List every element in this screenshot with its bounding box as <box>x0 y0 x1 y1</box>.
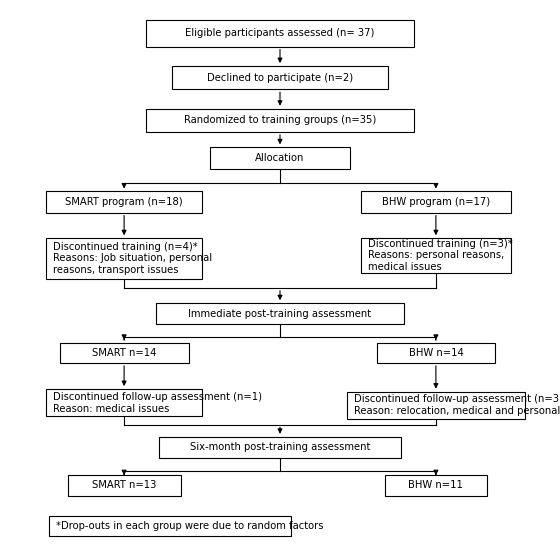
Text: Discontinued training (n=4)*
Reasons: Job situation, personal
reasons, transport: Discontinued training (n=4)* Reasons: Jo… <box>53 242 212 275</box>
Text: BHW n=11: BHW n=11 <box>408 481 463 491</box>
Text: SMART n=13: SMART n=13 <box>92 481 156 491</box>
Text: SMART n=14: SMART n=14 <box>92 348 156 358</box>
Text: Randomized to training groups (n=35): Randomized to training groups (n=35) <box>184 115 376 125</box>
Text: Immediate post-training assessment: Immediate post-training assessment <box>188 309 372 319</box>
FancyBboxPatch shape <box>347 391 525 419</box>
FancyBboxPatch shape <box>146 21 414 47</box>
FancyBboxPatch shape <box>210 147 350 169</box>
FancyBboxPatch shape <box>361 191 511 213</box>
FancyBboxPatch shape <box>172 66 388 89</box>
FancyBboxPatch shape <box>146 109 414 132</box>
FancyBboxPatch shape <box>49 517 291 536</box>
Text: Allocation: Allocation <box>255 153 305 163</box>
Text: Discontinued training (n=3)*
Reasons: personal reasons,
medical issues: Discontinued training (n=3)* Reasons: pe… <box>367 239 512 272</box>
FancyBboxPatch shape <box>385 475 487 496</box>
Text: Declined to participate (n=2): Declined to participate (n=2) <box>207 73 353 83</box>
Text: BHW n=14: BHW n=14 <box>409 348 463 358</box>
FancyBboxPatch shape <box>159 437 401 458</box>
Text: Eligible participants assessed (n= 37): Eligible participants assessed (n= 37) <box>185 28 375 38</box>
FancyBboxPatch shape <box>46 389 202 416</box>
Text: BHW program (n=17): BHW program (n=17) <box>382 197 490 207</box>
FancyBboxPatch shape <box>377 343 495 363</box>
Text: SMART program (n=18): SMART program (n=18) <box>66 197 183 207</box>
Text: Six-month post-training assessment: Six-month post-training assessment <box>190 442 370 452</box>
FancyBboxPatch shape <box>46 238 202 279</box>
FancyBboxPatch shape <box>59 343 189 363</box>
FancyBboxPatch shape <box>68 475 180 496</box>
Text: Discontinued follow-up assessment (n=1)
Reason: medical issues: Discontinued follow-up assessment (n=1) … <box>53 392 262 413</box>
FancyBboxPatch shape <box>361 238 511 273</box>
Text: Discontinued follow-up assessment (n=3)
Reason: relocation, medical and personal: Discontinued follow-up assessment (n=3) … <box>354 395 560 416</box>
Text: *Drop-outs in each group were due to random factors: *Drop-outs in each group were due to ran… <box>56 521 323 531</box>
FancyBboxPatch shape <box>46 191 202 213</box>
FancyBboxPatch shape <box>156 303 404 325</box>
